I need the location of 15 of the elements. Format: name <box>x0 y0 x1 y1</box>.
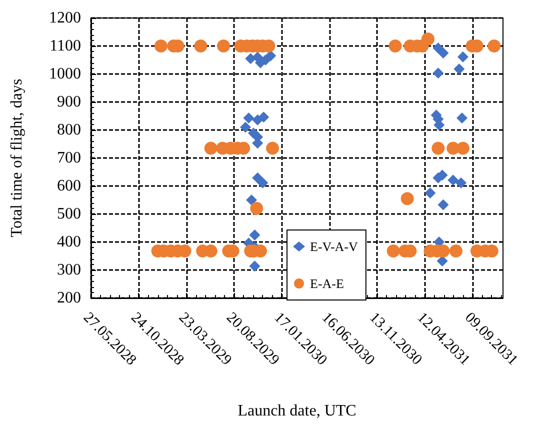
y-tick-label: 300 <box>57 262 81 278</box>
y-tick-label: 700 <box>57 150 81 166</box>
y-tick-label: 200 <box>57 290 81 306</box>
y-tick-label: 900 <box>57 94 81 110</box>
legend-label: E-A-E <box>310 276 344 291</box>
y-tick-label: 1200 <box>49 10 81 26</box>
y-tick-label: 600 <box>57 178 81 194</box>
legend-label: E-V-A-V <box>310 239 359 254</box>
y-tick-label: 1000 <box>49 66 81 82</box>
y-tick-label: 1100 <box>50 38 81 54</box>
y-tick-label: 400 <box>57 234 81 250</box>
x-axis-title: Launch date, UTC <box>238 402 356 420</box>
y-tick-label: 500 <box>57 206 81 222</box>
y-tick-label: 800 <box>57 122 81 138</box>
y-axis-title: Total time of flight, days <box>8 78 26 238</box>
